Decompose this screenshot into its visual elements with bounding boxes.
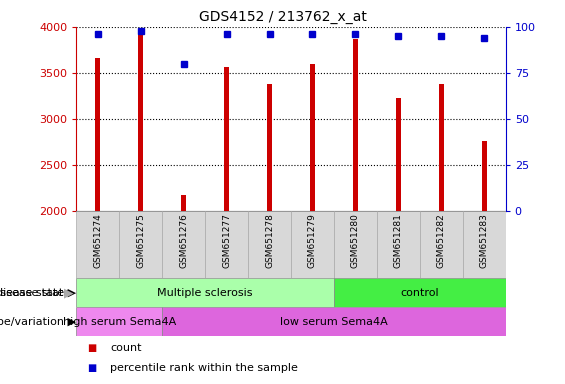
Text: ■: ■	[88, 343, 97, 353]
Bar	[267, 84, 272, 211]
Bar	[438, 84, 444, 211]
Text: GSM651279: GSM651279	[308, 213, 317, 268]
Text: GSM651276: GSM651276	[179, 213, 188, 268]
Text: genotype/variation ▶: genotype/variation ▶	[0, 316, 76, 327]
Text: GSM651275: GSM651275	[136, 213, 145, 268]
Bar	[481, 141, 487, 211]
Text: disease state: disease state	[0, 288, 73, 298]
Text: ■: ■	[88, 363, 97, 373]
Bar	[224, 66, 229, 211]
Text: GSM651282: GSM651282	[437, 213, 446, 268]
Bar	[119, 211, 162, 278]
Text: high serum Sema4A: high serum Sema4A	[63, 316, 176, 327]
Text: GSM651274: GSM651274	[93, 213, 102, 268]
Bar	[463, 211, 506, 278]
Bar	[76, 211, 119, 278]
Text: control: control	[401, 288, 439, 298]
Text: percentile rank within the sample: percentile rank within the sample	[110, 363, 298, 373]
Bar	[76, 278, 334, 307]
Bar	[420, 211, 463, 278]
Text: count: count	[110, 343, 142, 353]
Bar	[95, 58, 101, 211]
Bar	[162, 211, 205, 278]
Text: low serum Sema4A: low serum Sema4A	[280, 316, 388, 327]
Bar	[76, 307, 162, 336]
Bar	[162, 307, 506, 336]
Text: GDS4152 / 213762_x_at: GDS4152 / 213762_x_at	[198, 10, 367, 23]
Bar	[248, 211, 291, 278]
Bar	[310, 64, 315, 211]
Text: disease state ▶: disease state ▶	[0, 288, 76, 298]
Bar	[181, 195, 186, 211]
Bar	[353, 39, 358, 211]
Bar	[334, 211, 377, 278]
Text: ▶: ▶	[64, 286, 73, 299]
Text: GSM651281: GSM651281	[394, 213, 403, 268]
Text: GSM651278: GSM651278	[265, 213, 274, 268]
Text: GSM651280: GSM651280	[351, 213, 360, 268]
Bar	[334, 278, 506, 307]
Bar	[396, 98, 401, 211]
Text: Multiple sclerosis: Multiple sclerosis	[157, 288, 253, 298]
Bar	[205, 211, 248, 278]
Bar	[377, 211, 420, 278]
Bar	[291, 211, 334, 278]
Text: GSM651283: GSM651283	[480, 213, 489, 268]
Bar	[138, 29, 144, 211]
Text: GSM651277: GSM651277	[222, 213, 231, 268]
